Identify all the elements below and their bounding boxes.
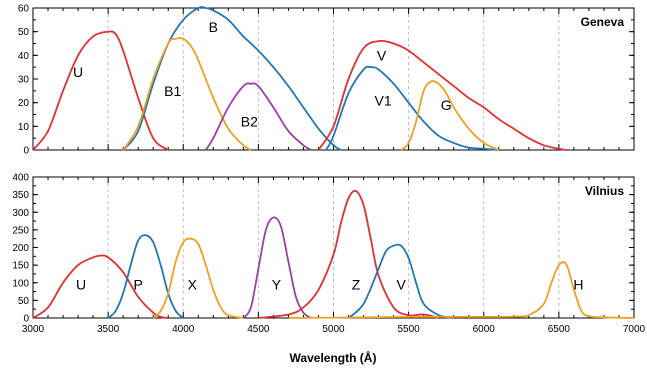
y-tick-label: 200 [12, 243, 29, 254]
y-tick-label: 250 [12, 225, 29, 236]
band-label-u: U [73, 64, 83, 80]
band-label-v: V [396, 277, 406, 293]
band-label-z: Z [352, 277, 361, 293]
series-line-p [107, 234, 184, 319]
x-tick-label: 5500 [398, 324, 421, 335]
y-tick-label: 0 [23, 146, 29, 157]
band-label-p: P [134, 277, 143, 293]
y-tick-label: 30 [18, 75, 30, 86]
x-tick-label: 4000 [172, 324, 195, 335]
x-tick-label: 7000 [623, 324, 646, 335]
y-tick-label: 60 [18, 4, 30, 15]
band-label-g: G [441, 97, 452, 113]
series-line-b [122, 6, 342, 151]
x-axis-label: Wavelength (Å) [290, 350, 377, 365]
band-label-v: V [377, 47, 387, 63]
y-tick-label: 400 [12, 173, 29, 184]
y-tick-label: 150 [12, 261, 29, 272]
y-tick-label: 100 [12, 278, 29, 289]
series-line-z [258, 189, 439, 319]
panel-title: Vilnius [585, 184, 624, 198]
series-line-x [152, 237, 244, 319]
band-label-u: U [76, 277, 86, 293]
band-label-h: H [573, 277, 583, 293]
band-label-x: X [188, 277, 198, 293]
series-line-v1 [325, 65, 499, 151]
x-tick-label: 3000 [22, 324, 45, 335]
y-tick-label: 0 [23, 314, 29, 325]
y-tick-label: 20 [18, 98, 30, 109]
x-tick-label: 6500 [548, 324, 571, 335]
plot-frame [32, 176, 635, 319]
y-tick-label: 350 [12, 190, 29, 201]
series-line-g [400, 80, 500, 151]
x-tick-label: 3500 [97, 324, 120, 335]
y-tick-label: 300 [12, 208, 29, 219]
vilnius-panel: 0 50 100 150 200 250 300 350 400 3000 3500 4000 4500… [12, 173, 645, 336]
band-label-b1: B1 [164, 83, 181, 99]
band-label-v1: V1 [375, 92, 392, 108]
x-tick-label: 4500 [247, 324, 270, 335]
series-line-b2 [205, 82, 312, 151]
series-line-u [32, 30, 169, 151]
series-line-v [347, 243, 454, 319]
y-tick-label: 10 [18, 122, 30, 133]
y-tick-label: 50 [18, 296, 30, 307]
series-line-h [288, 261, 635, 319]
geneva-panel: 0 10 20 30 40 50 60 U B B1 B2 V V1 G Geneva [18, 4, 635, 157]
y-tick-label: 50 [18, 27, 30, 38]
panel-title: Geneva [581, 15, 625, 29]
x-tick-label: 6000 [473, 324, 496, 335]
band-label-y: Y [272, 277, 282, 293]
series-line-v [317, 40, 567, 151]
series-line-b1 [122, 37, 252, 151]
band-label-b: B [209, 19, 218, 35]
band-label-b2: B2 [241, 114, 258, 130]
x-tick-label: 5000 [322, 324, 345, 335]
series-line-y [242, 216, 312, 319]
y-tick-label: 40 [18, 51, 30, 62]
series-line-u [32, 254, 169, 319]
